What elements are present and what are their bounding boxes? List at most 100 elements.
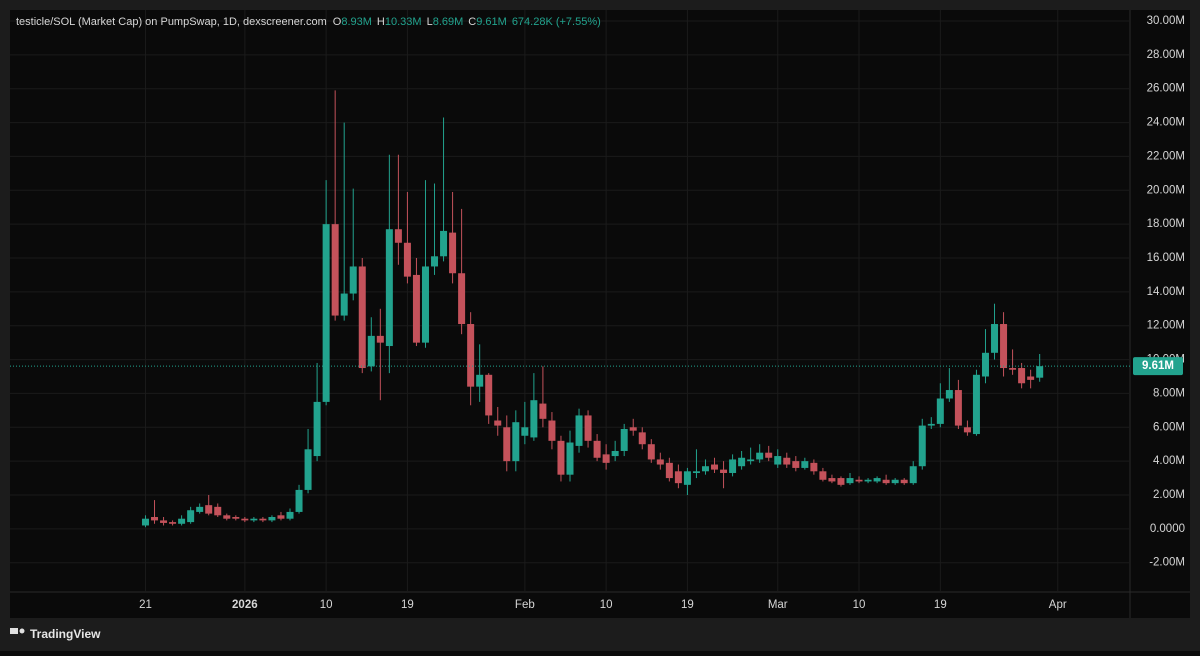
h-key: H xyxy=(377,16,385,28)
y-tick-label: 26.00M xyxy=(1147,83,1185,95)
candle-body xyxy=(882,479,890,484)
candle-body xyxy=(711,464,719,470)
candle-body xyxy=(936,398,944,424)
candle-body xyxy=(385,229,393,347)
candle-body xyxy=(521,427,529,436)
candle-body xyxy=(720,469,728,473)
y-tick-label: 30.00M xyxy=(1147,15,1185,27)
candle-body xyxy=(358,266,366,369)
candle-body xyxy=(421,266,429,343)
y-tick-label: 20.00M xyxy=(1147,184,1185,196)
candle-body xyxy=(367,335,375,367)
c-key: C xyxy=(468,16,476,28)
y-tick-label: 12.00M xyxy=(1147,320,1185,332)
candle-body xyxy=(647,444,655,460)
candle-body xyxy=(250,518,258,521)
candle-body xyxy=(141,518,149,526)
brand: TradingView xyxy=(30,627,101,641)
candle-body xyxy=(665,462,673,479)
candle-body xyxy=(440,230,448,257)
candle-body xyxy=(376,335,384,343)
candle-body xyxy=(774,456,782,465)
candle-body xyxy=(846,478,854,484)
candle-body xyxy=(178,518,186,524)
candle-body xyxy=(467,324,475,387)
candle-body xyxy=(277,515,285,519)
candle-body xyxy=(765,452,773,458)
candle-body xyxy=(503,427,511,462)
candle-body xyxy=(954,390,962,426)
x-tick-label: 10 xyxy=(853,599,866,611)
candle-body xyxy=(575,415,583,446)
candle-body xyxy=(819,471,827,480)
candle-body xyxy=(169,522,177,524)
candle-body xyxy=(900,479,908,484)
candle-body xyxy=(656,459,664,465)
candle-body xyxy=(783,457,791,465)
y-tick-label: 16.00M xyxy=(1147,252,1185,264)
candle-body xyxy=(611,450,619,457)
brand-logo xyxy=(10,628,25,634)
l-key: L xyxy=(427,16,433,28)
x-tick-label: Feb xyxy=(515,599,535,611)
y-tick-label: -2.00M xyxy=(1149,557,1185,569)
x-tick-label: 19 xyxy=(401,599,414,611)
last-price-label: 9.61M xyxy=(1142,360,1174,372)
candle-body xyxy=(187,510,195,523)
candle-body xyxy=(927,423,935,426)
candle-body xyxy=(449,232,457,274)
header-title: testicle/SOL (Market Cap) on PumpSwap, 1… xyxy=(16,16,601,28)
candle-body xyxy=(855,479,863,482)
y-tick-label: 14.00M xyxy=(1147,286,1185,298)
last-price-box xyxy=(1133,357,1183,376)
candle-body xyxy=(431,256,439,267)
candle-body xyxy=(476,374,484,387)
candle-body xyxy=(331,224,339,316)
candle-body xyxy=(729,459,737,473)
candle-body xyxy=(412,274,420,343)
candle-body xyxy=(223,515,231,519)
candle-body xyxy=(322,224,330,402)
candle-body xyxy=(151,517,159,521)
candle-body xyxy=(738,457,746,467)
candle-body xyxy=(349,266,357,294)
candle-body xyxy=(891,479,899,484)
y-tick-label: 4.00M xyxy=(1153,455,1185,467)
symbol: testicle/SOL (Market Cap) on PumpSwap, 1… xyxy=(16,16,327,28)
x-tick-label: 2026 xyxy=(232,599,258,611)
l-val: 8.69M xyxy=(433,16,464,28)
candle-body xyxy=(1018,368,1026,384)
candle-body xyxy=(458,273,466,325)
candle-body xyxy=(1009,368,1017,370)
candle-body xyxy=(638,432,646,445)
candles xyxy=(141,90,1044,528)
x-tick-label: Mar xyxy=(768,599,788,611)
candle-body xyxy=(1000,324,1008,369)
candle-body xyxy=(981,352,989,377)
candle-body xyxy=(196,506,204,512)
candle-body xyxy=(214,506,222,516)
candle-body xyxy=(918,425,926,467)
candle-body xyxy=(512,422,520,462)
candle-body xyxy=(548,420,556,441)
candle-body xyxy=(304,449,312,490)
candle-body xyxy=(837,478,845,485)
candle-body xyxy=(792,461,800,468)
candle-body xyxy=(557,440,565,475)
x-tick-label: 10 xyxy=(320,599,333,611)
candle-body xyxy=(295,489,303,512)
candle-body xyxy=(394,229,402,243)
y-tick-label: 8.00M xyxy=(1153,387,1185,399)
y-tick-label: 28.00M xyxy=(1147,49,1185,61)
candle-body xyxy=(584,415,592,441)
candle-body xyxy=(539,403,547,419)
candle-body xyxy=(494,420,502,426)
candle-body xyxy=(1036,366,1044,378)
candle-body xyxy=(972,374,980,435)
candle-body xyxy=(620,428,628,451)
x-tick-label: 10 xyxy=(600,599,613,611)
candle-body xyxy=(205,505,213,514)
y-tick-label: 18.00M xyxy=(1147,218,1185,230)
candle-body xyxy=(1027,376,1035,380)
candle-body xyxy=(747,459,755,462)
